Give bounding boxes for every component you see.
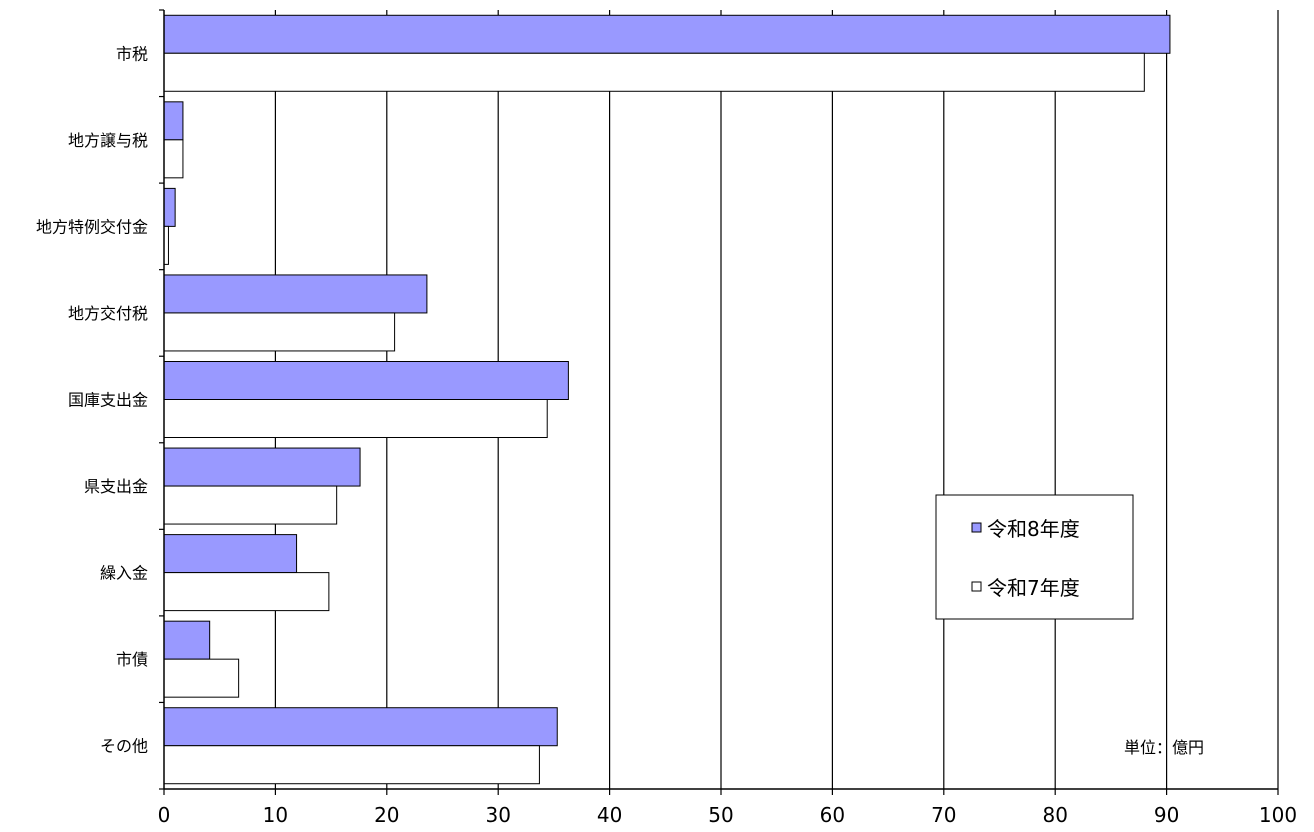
category-label: 繰入金 <box>100 564 148 583</box>
bar-r7 <box>163 745 540 785</box>
x-tick-label: 60 <box>820 803 845 827</box>
bars <box>163 14 1171 785</box>
x-tick-label: 90 <box>1154 803 1179 827</box>
category-label: 市債 <box>116 650 148 669</box>
category-label: 国庫支出金 <box>68 391 148 410</box>
bar-r7 <box>163 139 184 179</box>
category-label: 地方交付税 <box>68 304 148 323</box>
category-label: 地方特例交付金 <box>36 217 148 236</box>
legend-swatch-r8 <box>971 522 982 533</box>
legend: 令和8年度 令和7年度 <box>935 494 1134 620</box>
category-label: その他 <box>100 737 148 756</box>
bar-r7 <box>163 658 240 698</box>
legend-box <box>935 494 1134 620</box>
bar-r8 <box>163 101 184 141</box>
legend-label-r8: 令和8年度 <box>987 517 1080 541</box>
x-tick-label: 50 <box>708 803 733 827</box>
grid-lines <box>274 10 1279 789</box>
axes <box>159 9 1279 795</box>
bar-r8 <box>163 707 558 747</box>
x-tick-label: 40 <box>597 803 622 827</box>
bar-r8 <box>163 187 176 227</box>
bar-r8 <box>163 447 361 487</box>
x-tick-label: 70 <box>931 803 956 827</box>
x-tick-label: 0 <box>158 803 171 827</box>
bar-r8 <box>163 274 428 314</box>
legend-swatch-r7 <box>971 581 982 592</box>
bar-r8 <box>163 14 1171 54</box>
x-tick-label: 80 <box>1042 803 1067 827</box>
bar-r8 <box>163 361 569 400</box>
bar-r7 <box>163 485 338 525</box>
category-label: 市税 <box>116 44 148 63</box>
bar-r8 <box>163 620 211 660</box>
bar-r7 <box>163 312 396 352</box>
x-tick-label: 30 <box>485 803 510 827</box>
labels: 0 10 20 30 40 50 60 70 80 90 100 市税地方譲与税地方特例交付金地方交付… <box>36 44 1297 827</box>
bar-r7 <box>163 52 1145 92</box>
x-tick-label: 10 <box>263 803 288 827</box>
x-tick-label: 20 <box>374 803 399 827</box>
x-tick-label: 100 <box>1259 803 1297 827</box>
bar-r7 <box>163 399 548 438</box>
bar-r7 <box>163 572 330 612</box>
legend-label-r7: 令和7年度 <box>987 576 1080 600</box>
category-label: 県支出金 <box>84 477 148 496</box>
bar-r8 <box>163 534 298 574</box>
category-label: 地方譲与税 <box>68 131 148 150</box>
unit-label: 単位：億円 <box>1124 738 1204 757</box>
